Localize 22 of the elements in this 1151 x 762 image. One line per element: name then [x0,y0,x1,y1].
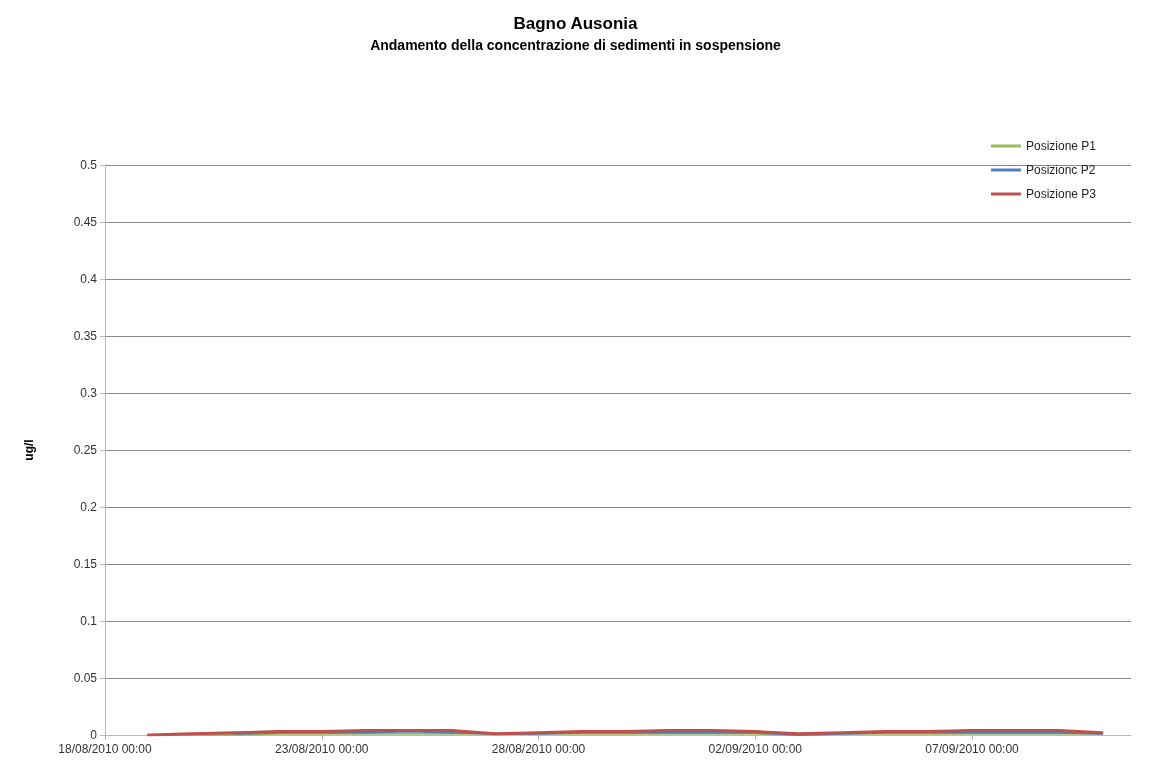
y-tick-label: 0.5 [80,158,98,172]
y-tick-label: 0 [90,728,98,742]
x-tick-label: 23/08/2010 00:00 [275,742,369,756]
y-tick-label: 0.3 [80,386,98,400]
y-tick-label: 0.15 [73,557,98,571]
y-tick-label: 0.35 [73,329,98,343]
x-tick-label: 28/08/2010 00:00 [491,742,586,756]
x-tick-label: 02/09/2010 00:00 [708,742,803,756]
chart-title: Bagno Ausonia [513,14,639,33]
x-tick-label: 07/09/2010 00:00 [925,742,1020,756]
legend-label: Posizione P1 [1025,139,1097,153]
y-tick-label: 0.2 [80,500,98,514]
legend-label: Posizione P3 [1025,187,1097,201]
y-tick-label: 0.4 [80,272,98,286]
chart-subtitle: Andamento della concentrazione di sedimenti in sospensione [370,37,782,53]
y-tick-label: 0.45 [73,215,98,229]
y-axis-title: ug/l [22,439,36,461]
y-tick-label: 0.25 [73,443,98,457]
y-tick-label: 0.05 [73,671,98,685]
legend-label: Posizionc P2 [1025,163,1096,177]
x-tick-label: 18/08/2010 00:00 [58,742,153,756]
y-tick-label: 0.1 [80,614,98,628]
